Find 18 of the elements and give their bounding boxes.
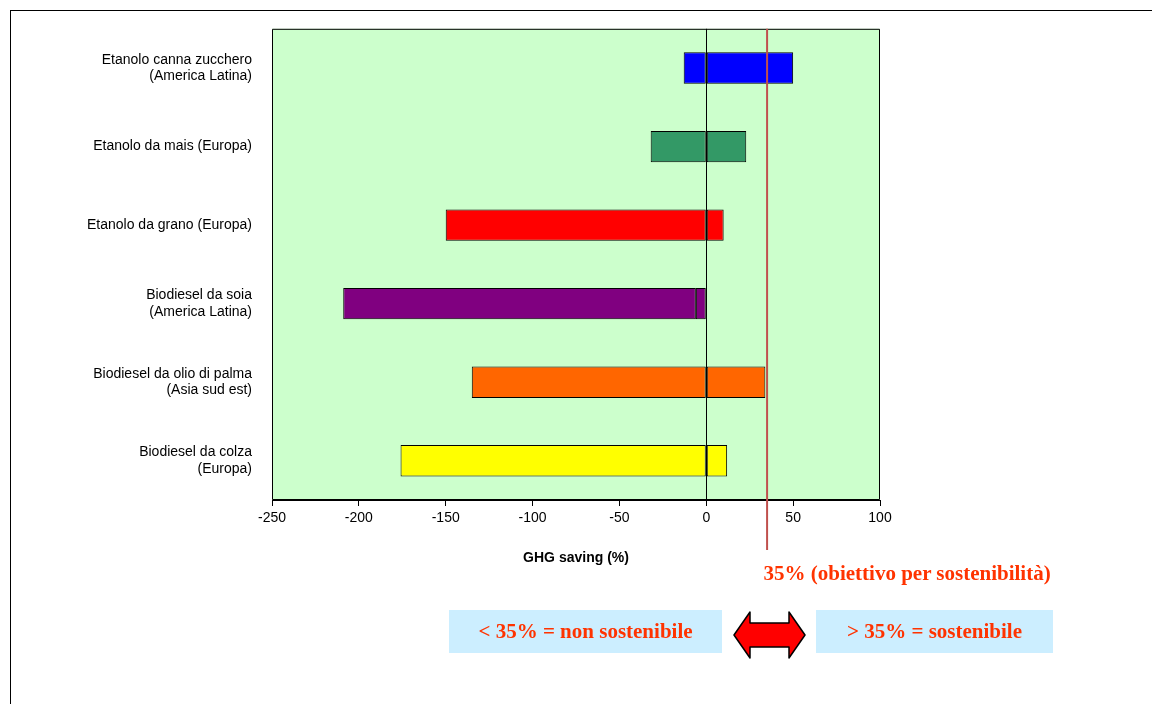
y-tick-label: Biodiesel da colza (Europa) [139,443,253,476]
x-tick-label: 100 [868,509,892,526]
x-tick-label: 0 [702,509,711,526]
x-tick-label: 50 [785,509,802,526]
x-tick-label: -200 [344,509,374,526]
y-tick-label: Etanolo canna zucchero (America Latina) [101,50,253,84]
ref-line-label: 35% (obiettivo per sostenibilità) [763,561,1051,586]
text: > 35% = sostenibile [816,610,1053,653]
y-tick-label: Etanolo da mais (Europa) [93,137,252,154]
y-tick-label: Biodiesel da soia (America Latina) [146,286,253,319]
y-tick-label: Etanolo da grano (Europa) [87,215,252,232]
x-tick-label: -250 [257,509,287,526]
x-tick-label: -100 [518,509,547,526]
text: < 35% = non sostenibile [449,610,722,653]
x-tick-label: -50 [609,509,630,526]
y-tick-label: Biodiesel da olio di palma (Asia sud est) [93,364,253,398]
x-tick-label: -150 [431,509,460,526]
x-axis-title: GHG saving (%) [523,548,629,565]
